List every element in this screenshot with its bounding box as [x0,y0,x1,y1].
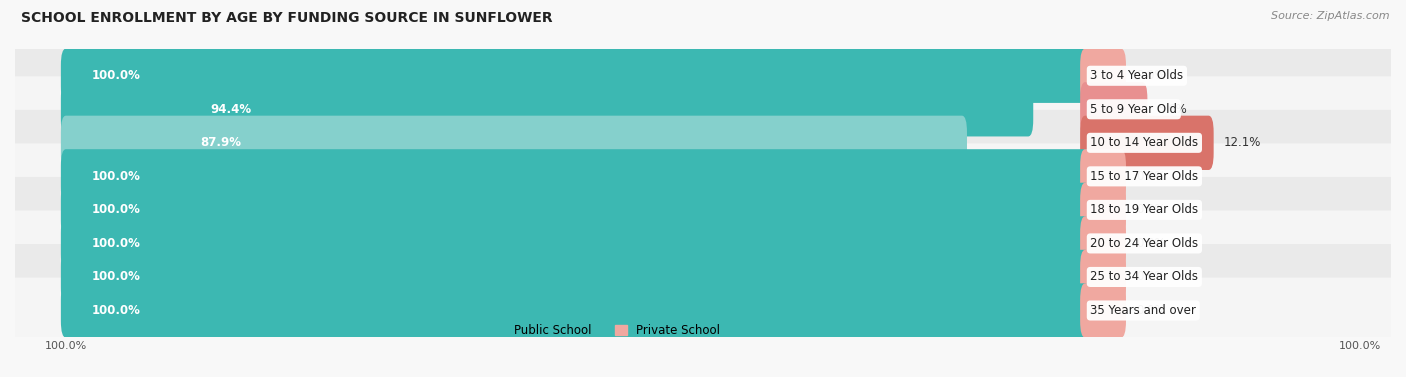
Text: 12.1%: 12.1% [1223,136,1261,149]
Text: 100.0%: 100.0% [1339,341,1381,351]
Text: 0.0%: 0.0% [1136,69,1166,82]
FancyBboxPatch shape [11,110,1395,176]
Text: 100.0%: 100.0% [91,69,141,82]
FancyBboxPatch shape [1080,216,1126,271]
Text: 5 to 9 Year Old: 5 to 9 Year Old [1090,103,1177,116]
Text: 100.0%: 100.0% [91,203,141,216]
Text: 87.9%: 87.9% [200,136,242,149]
FancyBboxPatch shape [60,284,1090,338]
Text: 100.0%: 100.0% [91,170,141,183]
Text: 15 to 17 Year Olds: 15 to 17 Year Olds [1090,170,1198,183]
FancyBboxPatch shape [11,43,1395,109]
Text: 100.0%: 100.0% [91,270,141,284]
FancyBboxPatch shape [11,77,1395,142]
FancyBboxPatch shape [60,149,1090,204]
FancyBboxPatch shape [1080,116,1213,170]
FancyBboxPatch shape [1080,49,1126,103]
Text: SCHOOL ENROLLMENT BY AGE BY FUNDING SOURCE IN SUNFLOWER: SCHOOL ENROLLMENT BY AGE BY FUNDING SOUR… [21,11,553,25]
Text: 5.6%: 5.6% [1157,103,1187,116]
Legend: Public School, Private School: Public School, Private School [494,324,720,337]
FancyBboxPatch shape [11,244,1395,310]
FancyBboxPatch shape [11,143,1395,209]
FancyBboxPatch shape [60,216,1090,271]
FancyBboxPatch shape [1080,284,1126,338]
FancyBboxPatch shape [11,277,1395,343]
FancyBboxPatch shape [1080,149,1126,204]
FancyBboxPatch shape [1080,183,1126,237]
Text: 100.0%: 100.0% [91,237,141,250]
Text: Source: ZipAtlas.com: Source: ZipAtlas.com [1271,11,1389,21]
Text: 100.0%: 100.0% [91,304,141,317]
FancyBboxPatch shape [60,49,1090,103]
Text: 94.4%: 94.4% [211,103,252,116]
Text: 3 to 4 Year Olds: 3 to 4 Year Olds [1090,69,1184,82]
FancyBboxPatch shape [1080,250,1126,304]
FancyBboxPatch shape [1080,82,1147,136]
FancyBboxPatch shape [11,177,1395,243]
FancyBboxPatch shape [60,183,1090,237]
Text: 0.0%: 0.0% [1136,304,1166,317]
Text: 18 to 19 Year Olds: 18 to 19 Year Olds [1090,203,1198,216]
Text: 25 to 34 Year Olds: 25 to 34 Year Olds [1090,270,1198,284]
Text: 0.0%: 0.0% [1136,170,1166,183]
FancyBboxPatch shape [11,210,1395,276]
FancyBboxPatch shape [60,82,1033,136]
FancyBboxPatch shape [60,116,967,170]
Text: 100.0%: 100.0% [45,341,87,351]
Text: 0.0%: 0.0% [1136,203,1166,216]
Text: 20 to 24 Year Olds: 20 to 24 Year Olds [1090,237,1198,250]
Text: 35 Years and over: 35 Years and over [1090,304,1197,317]
Text: 0.0%: 0.0% [1136,270,1166,284]
Text: 10 to 14 Year Olds: 10 to 14 Year Olds [1090,136,1198,149]
Text: 0.0%: 0.0% [1136,237,1166,250]
FancyBboxPatch shape [60,250,1090,304]
